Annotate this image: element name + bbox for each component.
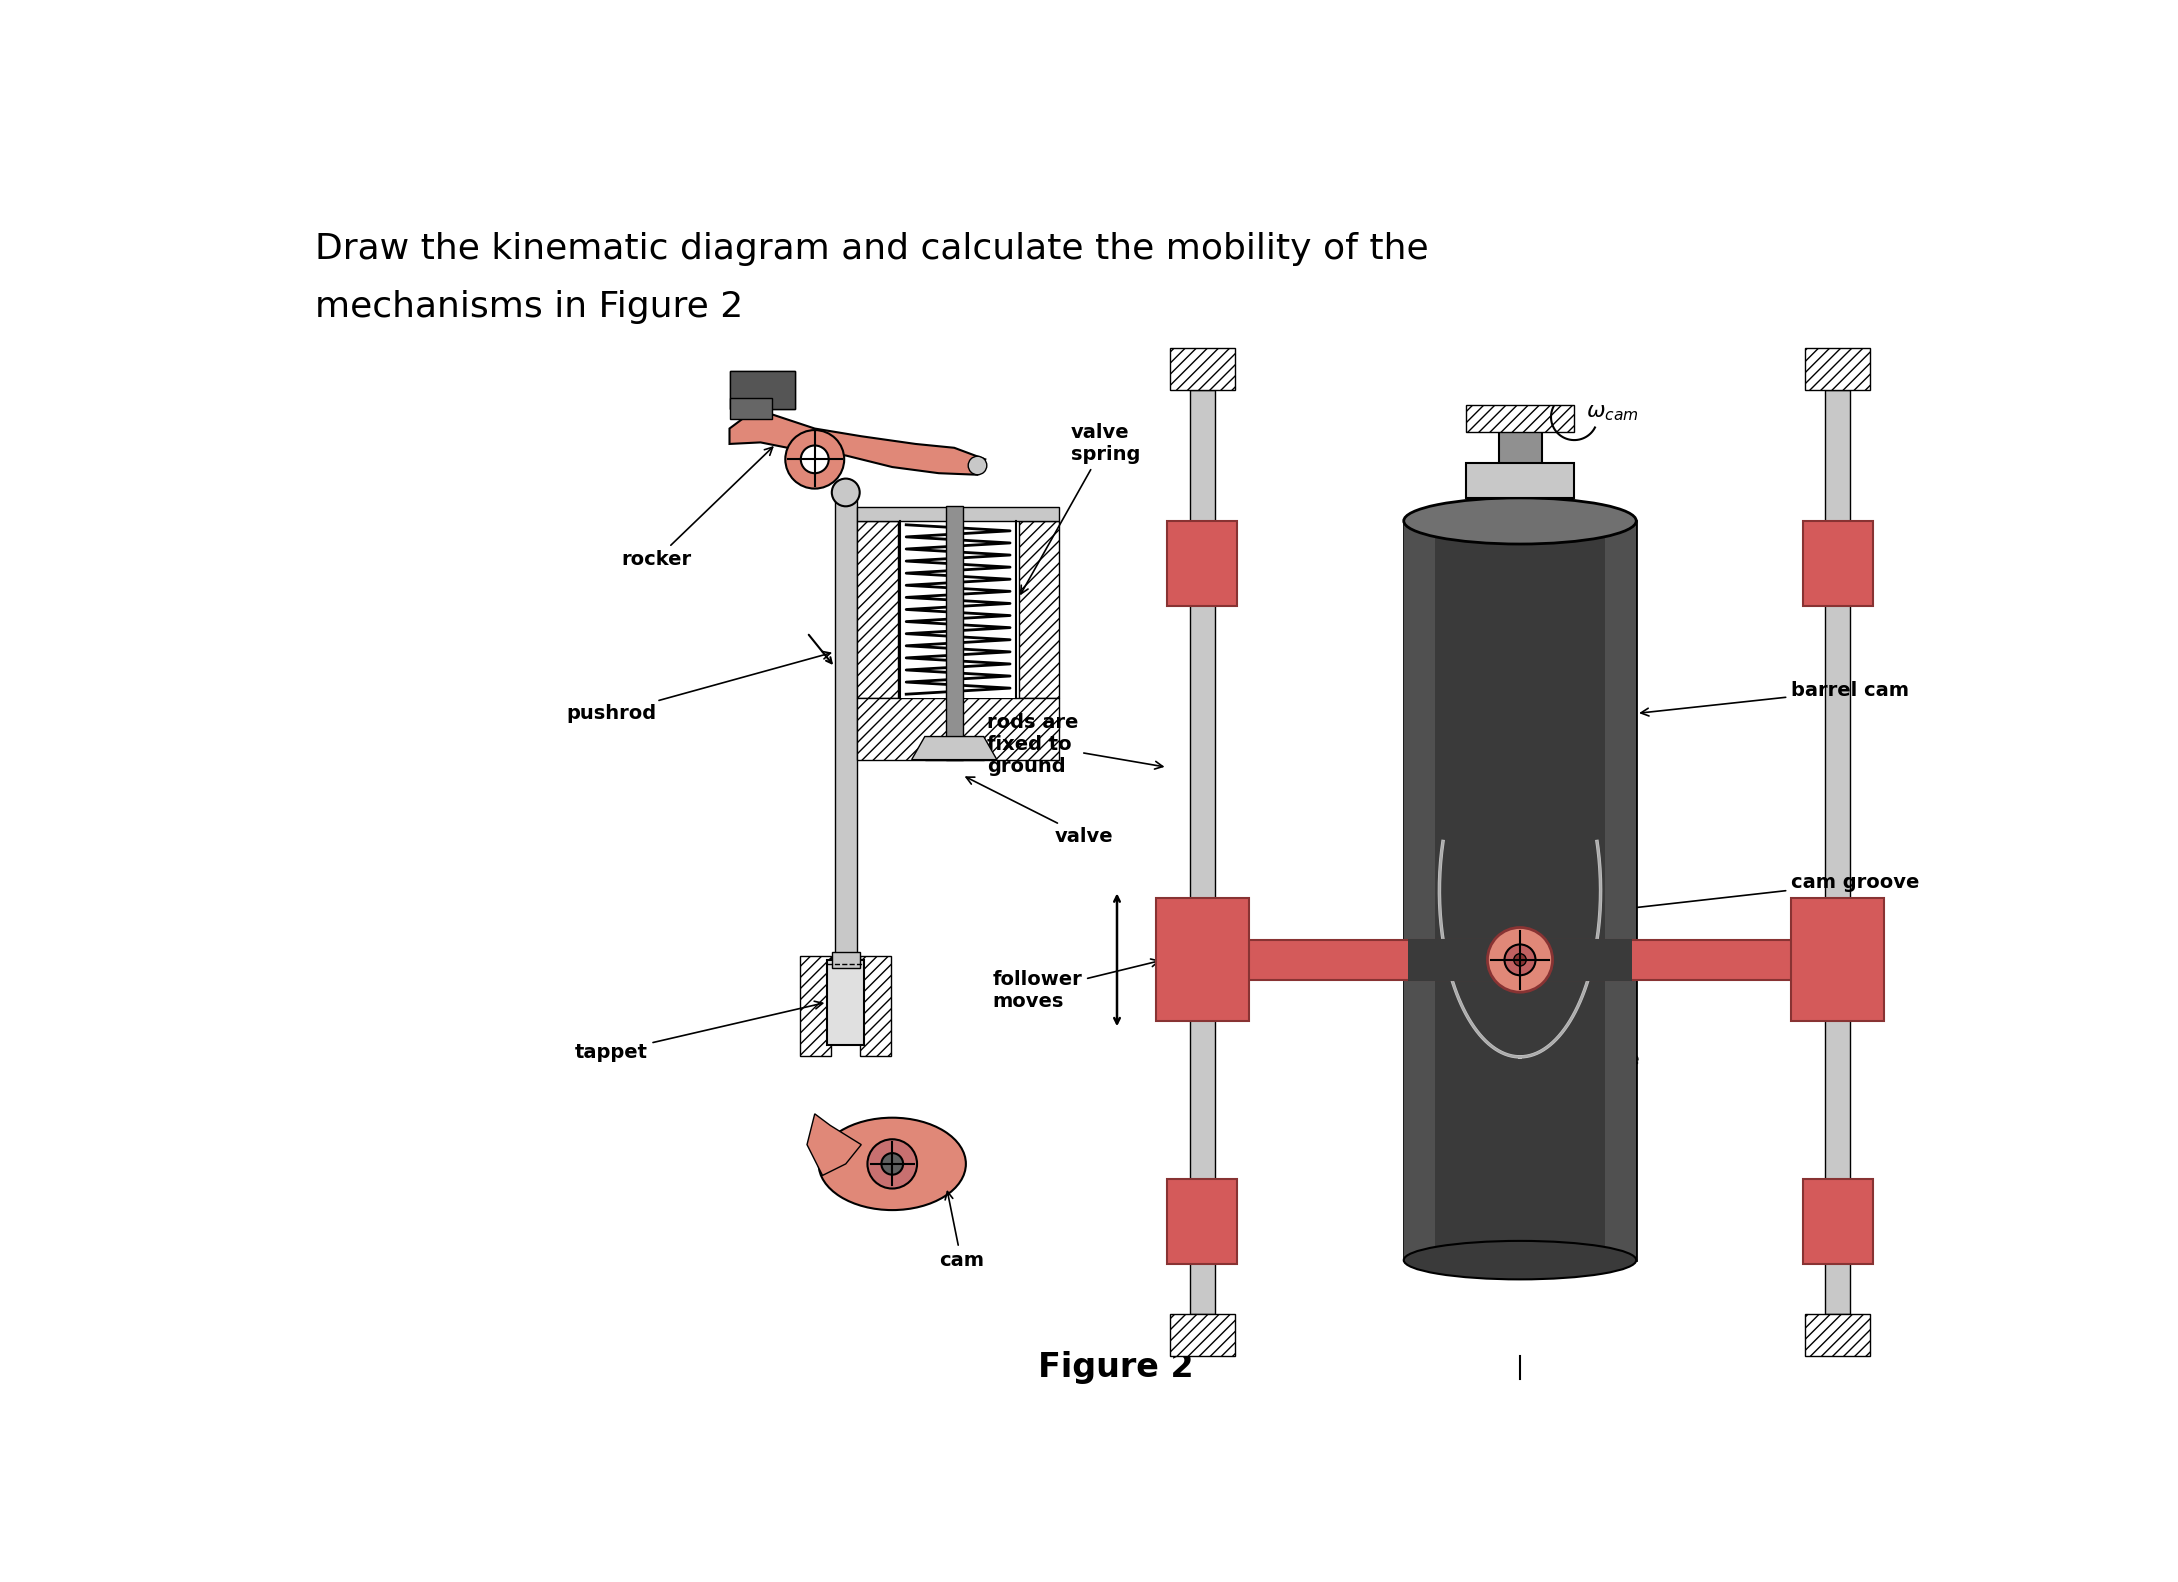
Bar xyxy=(926,737,984,759)
Bar xyxy=(858,520,897,698)
Text: roller
in
groove: roller in groove xyxy=(1562,1006,1640,1069)
Bar xyxy=(1170,348,1235,391)
Bar xyxy=(1466,405,1575,432)
Bar xyxy=(860,956,891,1057)
Bar xyxy=(900,520,1017,698)
Bar xyxy=(1790,899,1884,1022)
Bar xyxy=(1405,520,1636,1261)
Bar xyxy=(1803,520,1873,606)
Text: barrel cam: barrel cam xyxy=(1640,680,1910,717)
Bar xyxy=(1167,1179,1237,1264)
Bar xyxy=(834,498,856,960)
Bar xyxy=(858,508,1059,520)
Bar xyxy=(1189,391,1215,1315)
Text: $\omega_{cam}$: $\omega_{cam}$ xyxy=(1586,403,1638,422)
Ellipse shape xyxy=(1405,498,1636,544)
Text: follower: follower xyxy=(1562,941,1653,960)
Circle shape xyxy=(802,446,828,473)
Text: cam: cam xyxy=(939,1191,984,1270)
Polygon shape xyxy=(730,413,984,475)
Bar xyxy=(828,960,865,1044)
Ellipse shape xyxy=(1405,1240,1636,1280)
Text: pushrod: pushrod xyxy=(566,652,830,723)
Bar xyxy=(730,397,773,419)
Bar xyxy=(1806,1315,1871,1356)
Polygon shape xyxy=(808,1114,860,1175)
Circle shape xyxy=(1505,944,1535,975)
Text: rocker: rocker xyxy=(621,448,773,570)
Text: tappet: tappet xyxy=(575,1001,823,1062)
Polygon shape xyxy=(913,737,998,759)
Polygon shape xyxy=(1605,520,1636,1261)
Text: Draw the kinematic diagram and calculate the mobility of the: Draw the kinematic diagram and calculate… xyxy=(316,233,1429,266)
Bar xyxy=(1170,1315,1235,1356)
Bar xyxy=(1167,940,1873,979)
Bar xyxy=(1803,1179,1873,1264)
Bar xyxy=(1407,940,1631,981)
Circle shape xyxy=(1488,927,1553,992)
Bar xyxy=(730,370,795,410)
Bar xyxy=(1825,391,1849,1315)
Bar xyxy=(945,506,963,759)
Bar xyxy=(1157,899,1248,1022)
Bar xyxy=(1466,464,1575,498)
Ellipse shape xyxy=(819,1118,965,1210)
Text: mechanisms in Figure 2: mechanisms in Figure 2 xyxy=(316,290,743,324)
Circle shape xyxy=(832,479,860,506)
Text: Figure 2: Figure 2 xyxy=(1039,1351,1194,1384)
Text: rods are
fixed to
ground: rods are fixed to ground xyxy=(987,713,1163,775)
Circle shape xyxy=(969,456,987,475)
Circle shape xyxy=(882,1153,904,1175)
Bar xyxy=(1806,348,1871,391)
Text: cam groove: cam groove xyxy=(1586,873,1919,916)
Bar xyxy=(799,956,832,1057)
Bar xyxy=(1167,520,1237,606)
Bar xyxy=(1498,429,1542,498)
Bar xyxy=(1019,520,1059,698)
Bar xyxy=(832,952,860,968)
Bar xyxy=(730,370,795,410)
Text: follower
moves: follower moves xyxy=(993,959,1159,1011)
Circle shape xyxy=(1514,954,1527,967)
Circle shape xyxy=(867,1139,917,1188)
Text: valve
spring: valve spring xyxy=(1021,424,1139,593)
Bar xyxy=(858,698,1059,759)
Text: valve: valve xyxy=(967,777,1113,846)
Circle shape xyxy=(786,430,845,489)
Polygon shape xyxy=(1405,520,1435,1261)
